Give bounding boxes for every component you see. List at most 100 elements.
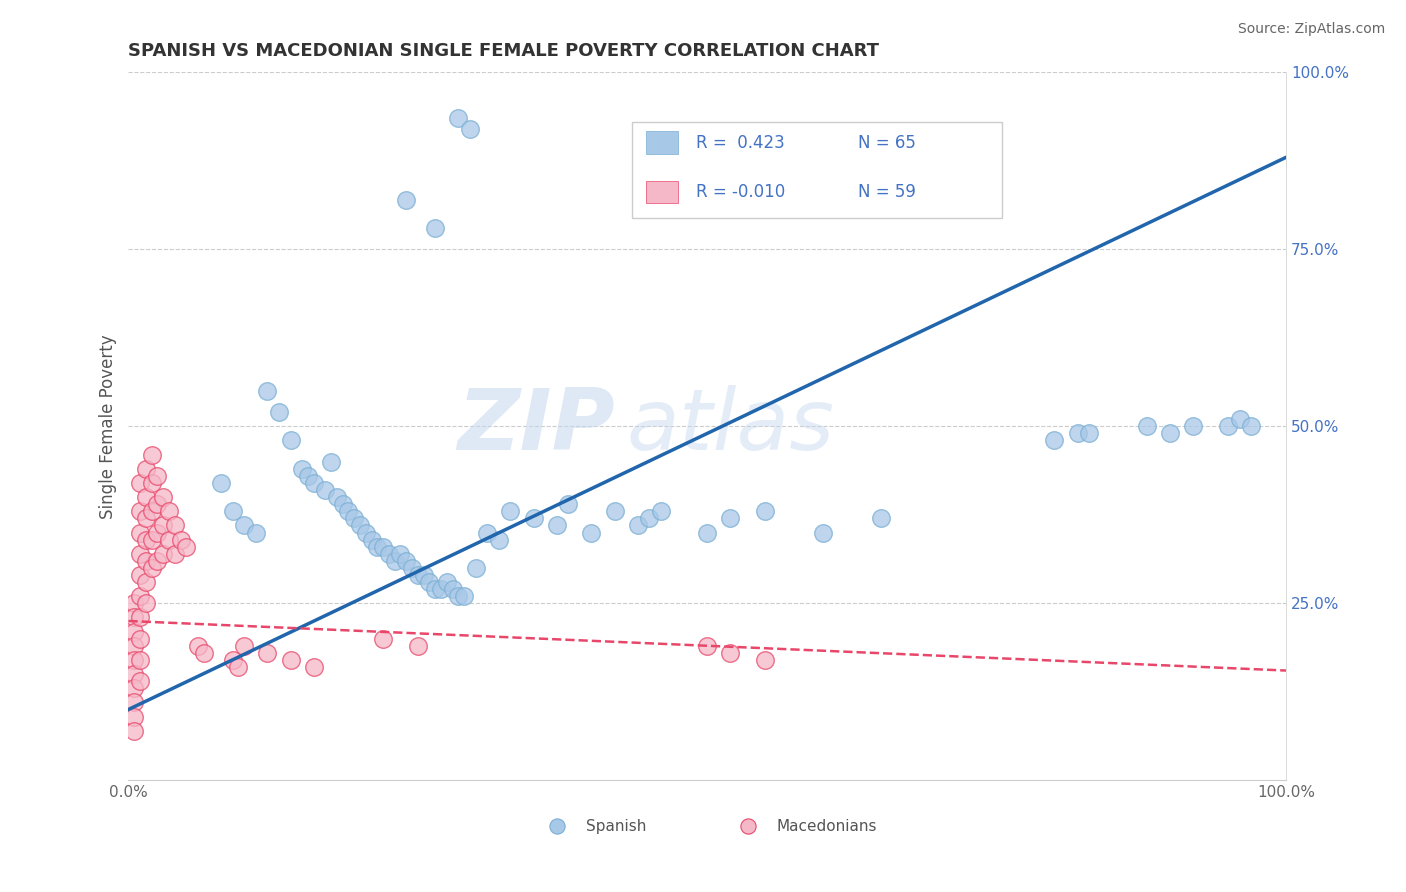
- Point: [256, 646, 278, 660]
- Point: [129, 568, 152, 582]
- Point: [152, 547, 174, 561]
- Point: [1240, 419, 1263, 434]
- Text: R =  0.423: R = 0.423: [696, 134, 785, 152]
- Point: [146, 525, 169, 540]
- Point: [581, 525, 603, 540]
- Point: [129, 674, 152, 689]
- Point: [1159, 426, 1181, 441]
- Text: SPANISH VS MACEDONIAN SINGLE FEMALE POVERTY CORRELATION CHART: SPANISH VS MACEDONIAN SINGLE FEMALE POVE…: [128, 42, 880, 60]
- Point: [546, 819, 568, 833]
- Point: [129, 475, 152, 490]
- Point: [163, 518, 186, 533]
- Point: [122, 681, 145, 696]
- Point: [1078, 426, 1101, 441]
- Point: [135, 554, 157, 568]
- Point: [135, 596, 157, 610]
- Point: [129, 589, 152, 603]
- Point: [453, 589, 475, 603]
- Point: [378, 547, 401, 561]
- Point: [418, 575, 440, 590]
- Point: [436, 575, 458, 590]
- Text: Source: ZipAtlas.com: Source: ZipAtlas.com: [1237, 22, 1385, 37]
- Point: [152, 490, 174, 504]
- Point: [152, 518, 174, 533]
- Point: [869, 511, 891, 525]
- Text: N = 59: N = 59: [858, 183, 915, 201]
- Point: [603, 504, 626, 518]
- Point: [245, 525, 267, 540]
- Y-axis label: Single Female Poverty: Single Female Poverty: [100, 334, 117, 518]
- Point: [157, 504, 180, 518]
- Point: [135, 511, 157, 525]
- Point: [291, 462, 314, 476]
- Point: [1066, 426, 1088, 441]
- Point: [389, 547, 412, 561]
- Point: [754, 504, 776, 518]
- Point: [546, 518, 568, 533]
- Point: [811, 525, 834, 540]
- Point: [718, 646, 741, 660]
- Point: [233, 518, 256, 533]
- Point: [135, 533, 157, 547]
- Text: Spanish: Spanish: [586, 819, 645, 834]
- Point: [122, 624, 145, 639]
- Text: Macedonians: Macedonians: [776, 819, 877, 834]
- Point: [141, 448, 163, 462]
- Point: [523, 511, 546, 525]
- Point: [557, 497, 579, 511]
- Point: [187, 639, 209, 653]
- Point: [233, 639, 256, 653]
- Point: [129, 632, 152, 646]
- Point: [1216, 419, 1239, 434]
- Point: [135, 462, 157, 476]
- Point: [441, 582, 464, 596]
- Point: [267, 405, 290, 419]
- Point: [395, 193, 418, 207]
- Point: [122, 596, 145, 610]
- Point: [401, 561, 423, 575]
- Point: [696, 525, 718, 540]
- Point: [477, 525, 499, 540]
- Point: [754, 653, 776, 667]
- Point: [718, 511, 741, 525]
- Point: [349, 518, 371, 533]
- Point: [221, 653, 243, 667]
- Point: [627, 518, 650, 533]
- Point: [354, 525, 377, 540]
- Point: [141, 475, 163, 490]
- Point: [360, 533, 382, 547]
- Point: [122, 639, 145, 653]
- Point: [395, 554, 418, 568]
- Point: [129, 653, 152, 667]
- Point: [371, 540, 394, 554]
- Point: [146, 554, 169, 568]
- Point: [169, 533, 191, 547]
- Point: [141, 533, 163, 547]
- Point: [122, 667, 145, 681]
- Point: [157, 533, 180, 547]
- Point: [163, 547, 186, 561]
- Point: [122, 695, 145, 709]
- Point: [638, 511, 661, 525]
- Point: [135, 575, 157, 590]
- Point: [1182, 419, 1205, 434]
- Text: R = -0.010: R = -0.010: [696, 183, 785, 201]
- Point: [366, 540, 388, 554]
- Point: [302, 660, 325, 674]
- Point: [228, 660, 250, 674]
- Point: [326, 490, 349, 504]
- Point: [384, 554, 406, 568]
- Point: [209, 475, 232, 490]
- Point: [129, 504, 152, 518]
- Point: [122, 610, 145, 624]
- Point: [371, 632, 394, 646]
- Text: ZIP: ZIP: [457, 384, 614, 467]
- Point: [129, 610, 152, 624]
- Point: [314, 483, 336, 497]
- Point: [302, 475, 325, 490]
- Point: [122, 723, 145, 738]
- Point: [280, 653, 302, 667]
- Point: [256, 384, 278, 398]
- Point: [430, 582, 453, 596]
- Text: atlas: atlas: [626, 384, 834, 467]
